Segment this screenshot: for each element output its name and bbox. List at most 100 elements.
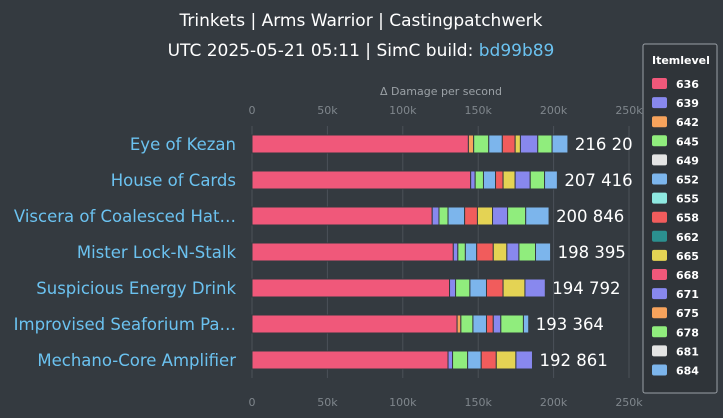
legend-swatch[interactable] (652, 116, 667, 128)
bar-segment-645[interactable] (473, 134, 490, 154)
bar-segment-665[interactable] (495, 350, 517, 370)
bar-segment-636[interactable] (251, 206, 433, 226)
bar-segment-671[interactable] (519, 134, 539, 154)
legend-item-label[interactable]: 649 (676, 154, 699, 167)
legend-item-label[interactable]: 642 (676, 116, 699, 129)
legend-swatch[interactable] (652, 345, 667, 357)
bar-segment-678[interactable] (529, 170, 546, 190)
legend-swatch[interactable] (652, 135, 667, 147)
bar-segment-639[interactable] (470, 170, 476, 190)
bar-segment-636[interactable] (251, 314, 458, 334)
bar-segment-671[interactable] (514, 170, 531, 190)
bar-segment-652[interactable] (488, 134, 503, 154)
category-label[interactable]: Improvised Seaforium Pa… (14, 315, 236, 334)
category-label[interactable]: Viscera of Coalesced Hat… (14, 207, 236, 226)
legend-swatch[interactable] (652, 154, 667, 166)
bar-segment-645[interactable] (457, 242, 466, 262)
legend-swatch[interactable] (652, 326, 667, 338)
bar-segment-652[interactable] (464, 242, 478, 262)
category-label[interactable]: House of Cards (111, 171, 236, 190)
legend-swatch[interactable] (652, 192, 667, 204)
category-label[interactable]: Mister Lock-N-Stalk (77, 243, 237, 262)
legend-item-label[interactable]: 671 (676, 288, 699, 301)
bar-segment-636[interactable] (251, 278, 451, 298)
bar-segment-652[interactable] (472, 314, 487, 334)
legend-swatch[interactable] (652, 249, 667, 261)
bar-segment-658[interactable] (485, 314, 494, 334)
bar-segment-652[interactable] (469, 278, 487, 298)
bar-segment-642[interactable] (467, 134, 475, 154)
legend-swatch[interactable] (652, 288, 667, 300)
bar-segment-658[interactable] (464, 206, 478, 226)
legend-item-label[interactable]: 678 (676, 326, 699, 339)
bar-segment-639[interactable] (449, 278, 457, 298)
bar-segment-678[interactable] (507, 206, 527, 226)
legend-swatch[interactable] (652, 97, 667, 109)
bar-segment-665[interactable] (514, 134, 521, 154)
bar-segment-684[interactable] (544, 170, 558, 190)
legend-item-label[interactable]: 684 (676, 365, 699, 378)
legend-swatch[interactable] (652, 307, 667, 319)
legend-item-label[interactable]: 668 (676, 269, 699, 282)
bar-segment-684[interactable] (551, 134, 569, 154)
bar-segment-639[interactable] (452, 242, 459, 262)
build-link[interactable]: bd99b89 (479, 41, 555, 61)
bar-segment-642[interactable] (456, 314, 462, 334)
bar-segment-639[interactable] (447, 350, 454, 370)
bar-segment-645[interactable] (452, 350, 469, 370)
bar-segment-665[interactable] (492, 242, 508, 262)
bar-segment-645[interactable] (455, 278, 471, 298)
bar-segment-671[interactable] (492, 206, 509, 226)
bar-segment-684[interactable] (535, 242, 552, 262)
bar-segment-636[interactable] (251, 242, 454, 262)
legend[interactable]: Itemlevel 636 639 642 645 649 652 655 658 662 665… (642, 43, 718, 394)
bar-segment-658[interactable] (476, 242, 494, 262)
category-label[interactable]: Suspicious Energy Drink (36, 279, 236, 298)
bar-segment-645[interactable] (474, 170, 484, 190)
bar-segment-639[interactable] (431, 206, 440, 226)
legend-item-label[interactable]: 636 (676, 78, 699, 91)
x-tick-label-top: 0 (249, 104, 256, 117)
legend-swatch[interactable] (652, 211, 667, 223)
legend-item-label[interactable]: 645 (676, 135, 699, 148)
category-label[interactable]: Eye of Kezan (130, 135, 236, 154)
bar-segment-665[interactable] (502, 170, 516, 190)
bar-segment-678[interactable] (500, 314, 524, 334)
legend-item-label[interactable]: 652 (676, 174, 699, 187)
bar-segment-658[interactable] (485, 278, 504, 298)
category-label[interactable]: Mechano-Core Amplifier (37, 351, 236, 370)
legend-item-label[interactable]: 639 (676, 97, 699, 110)
bar-segment-665[interactable] (502, 278, 526, 298)
bar-segment-658[interactable] (480, 350, 497, 370)
bar-segment-684[interactable] (522, 314, 530, 334)
bar-segment-671[interactable] (515, 350, 533, 370)
bar-segment-684[interactable] (525, 206, 550, 226)
bar-segment-678[interactable] (518, 242, 537, 262)
bar-segment-671[interactable] (506, 242, 520, 262)
legend-item-label[interactable]: 662 (676, 231, 699, 244)
legend-item-label[interactable]: 681 (676, 345, 699, 358)
bar-segment-645[interactable] (438, 206, 449, 226)
legend-swatch[interactable] (652, 269, 667, 280)
bar-segment-658[interactable] (501, 134, 516, 154)
legend-swatch[interactable] (652, 173, 667, 185)
bar-segment-671[interactable] (524, 278, 546, 298)
bar-segment-665[interactable] (476, 206, 494, 226)
legend-item-label[interactable]: 655 (676, 193, 699, 206)
bar-segment-652[interactable] (447, 206, 466, 226)
bar-segment-671[interactable] (492, 314, 502, 334)
bar-segment-645[interactable] (460, 314, 474, 334)
bar-segment-658[interactable] (495, 170, 504, 190)
bar-segment-652[interactable] (467, 350, 482, 370)
legend-swatch[interactable] (652, 230, 667, 242)
legend-item-label[interactable]: 675 (676, 307, 699, 320)
legend-item-label[interactable]: 658 (676, 212, 699, 225)
legend-swatch[interactable] (652, 364, 667, 376)
bar-segment-652[interactable] (482, 170, 497, 190)
bar-segment-636[interactable] (251, 134, 469, 154)
bar-segment-678[interactable] (537, 134, 553, 154)
bar-segment-636[interactable] (251, 170, 472, 190)
legend-item-label[interactable]: 665 (676, 250, 699, 263)
legend-swatch[interactable] (652, 78, 667, 89)
bar-segment-636[interactable] (251, 350, 449, 370)
